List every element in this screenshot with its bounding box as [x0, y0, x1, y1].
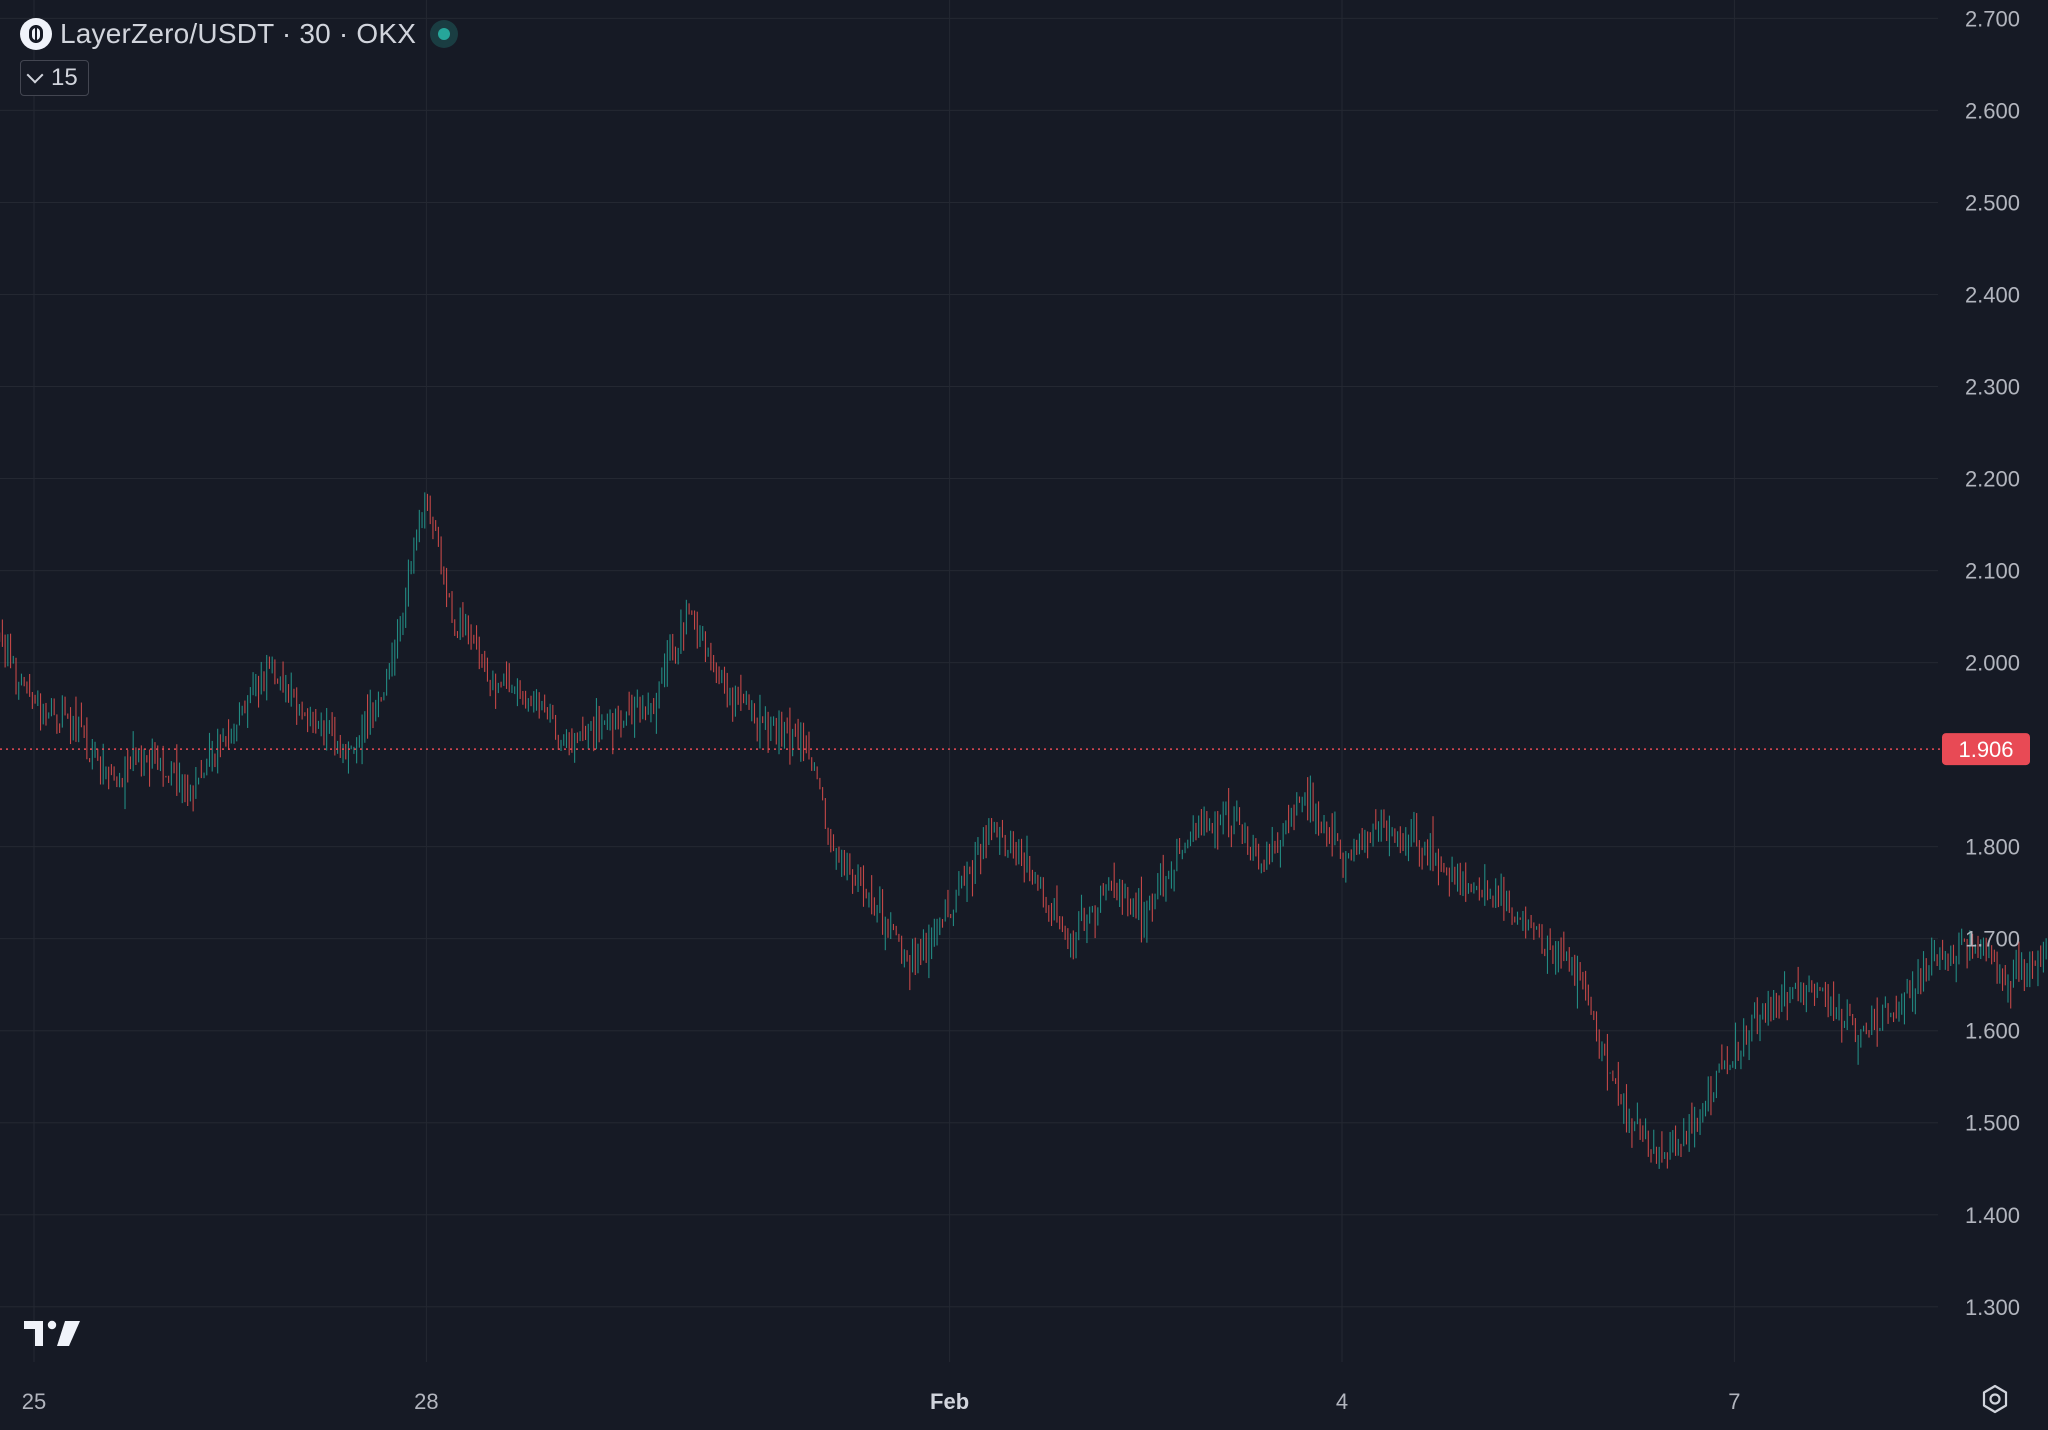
layerzero-logo-icon — [20, 18, 52, 50]
price-tick-label: 1.600 — [1965, 1019, 2020, 1044]
price-axis[interactable]: 2.700 2.600 2.500 2.400 2.300 2.200 2.100 2.000… — [1965, 6, 2020, 1319]
price-tick-label: 2.100 — [1965, 559, 2020, 584]
time-tick-label: 28 — [414, 1389, 438, 1414]
grid — [0, 0, 1938, 1362]
price-tick-label: 2.200 — [1965, 467, 2020, 492]
price-tick-label: 1.400 — [1965, 1203, 2020, 1228]
price-tick-label: 1.800 — [1965, 835, 2020, 860]
price-tick-label: 1.500 — [1965, 1111, 2020, 1136]
tradingview-logo-icon[interactable] — [24, 1318, 82, 1348]
candles — [0, 492, 2047, 1169]
time-axis[interactable]: 2528Feb47101316192225Mar47 — [22, 1389, 2048, 1414]
live-status-dot-icon — [430, 20, 459, 48]
price-tick-label: 2.500 — [1965, 190, 2020, 215]
indicators-toggle-button[interactable]: 15 — [20, 60, 89, 96]
price-tick-label: 2.300 — [1965, 375, 2020, 400]
price-tick-label: 2.000 — [1965, 651, 2020, 676]
time-tick-label: 7 — [1728, 1389, 1740, 1414]
price-tick-label: 1.700 — [1965, 927, 2020, 952]
price-tick-label: 2.400 — [1965, 282, 2020, 307]
time-tick-label: 25 — [22, 1389, 46, 1414]
symbol-header[interactable]: LayerZero/USDT · 30 · OKX — [20, 14, 459, 54]
price-tick-label: 1.300 — [1965, 1295, 2020, 1320]
indicator-count: 15 — [51, 64, 78, 91]
price-tick-label: 2.700 — [1965, 6, 2020, 31]
time-tick-label: 4 — [1336, 1389, 1348, 1414]
settings-icon[interactable] — [1980, 1384, 2010, 1414]
symbol-title[interactable]: LayerZero/USDT · 30 · OKX — [60, 18, 417, 49]
last-price-label: 1.906 — [1942, 733, 2030, 766]
price-tick-label: 2.600 — [1965, 98, 2020, 123]
chevron-down-icon — [26, 66, 44, 84]
time-tick-label: Feb — [930, 1389, 969, 1414]
last-price-text: 1.906 — [1958, 737, 2013, 762]
